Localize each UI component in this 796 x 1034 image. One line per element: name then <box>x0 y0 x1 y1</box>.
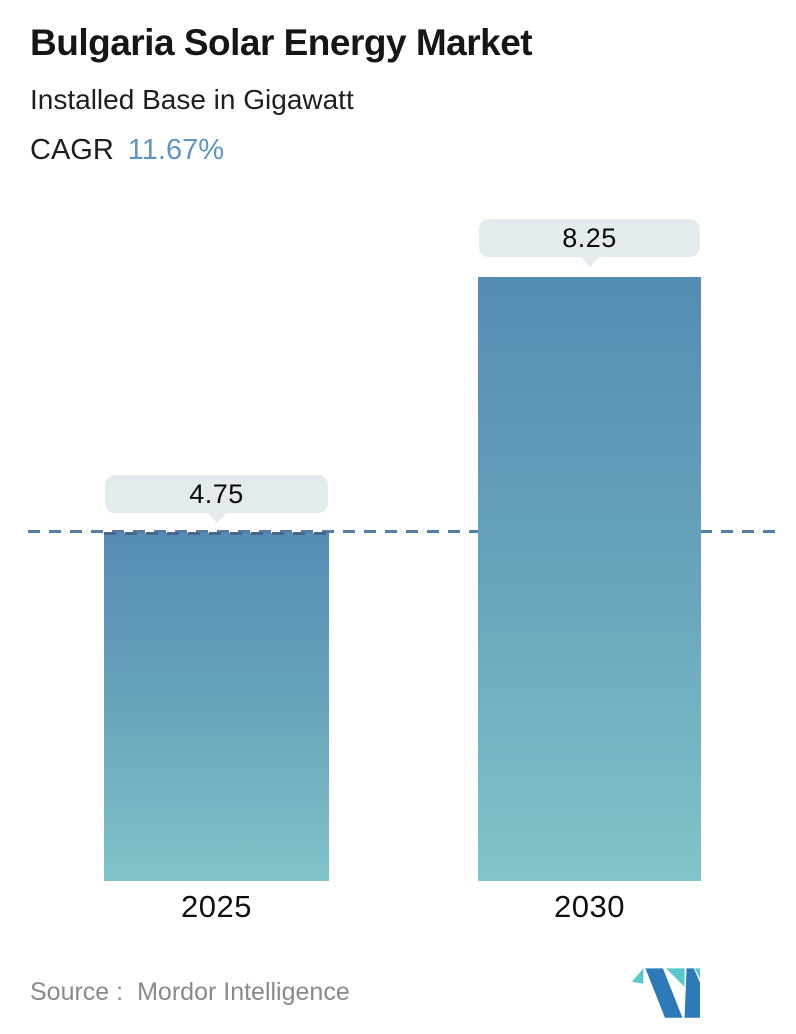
bar-2030[interactable] <box>478 277 701 881</box>
source-name: Mordor Intelligence <box>137 978 350 1006</box>
axis-label-2025: 2025 <box>181 889 252 924</box>
mordor-intelligence-logo-icon[interactable] <box>632 964 700 1018</box>
bar-group-2030: 8.25 2030 <box>478 0 701 1034</box>
axis-label-2030: 2030 <box>554 889 625 924</box>
chart-title: Bulgaria Solar Energy Market <box>30 22 533 63</box>
source-line: Source : Mordor Intelligence <box>30 978 350 1007</box>
reference-dashline <box>28 530 784 533</box>
bar-2025[interactable] <box>104 532 329 881</box>
source-label: Source : <box>30 978 124 1006</box>
chart-subtitle: Installed Base in Gigawatt <box>30 84 354 115</box>
bar-group-2025: 4.75 2025 <box>104 0 329 1034</box>
value-bubble-2030: 8.25 <box>479 219 700 257</box>
cagr-value: 11.67% <box>127 134 225 166</box>
cagr-label: CAGR <box>30 134 114 166</box>
value-bubble-2025: 4.75 <box>105 475 328 513</box>
cagr-row: CAGR 11.67% <box>30 134 224 167</box>
